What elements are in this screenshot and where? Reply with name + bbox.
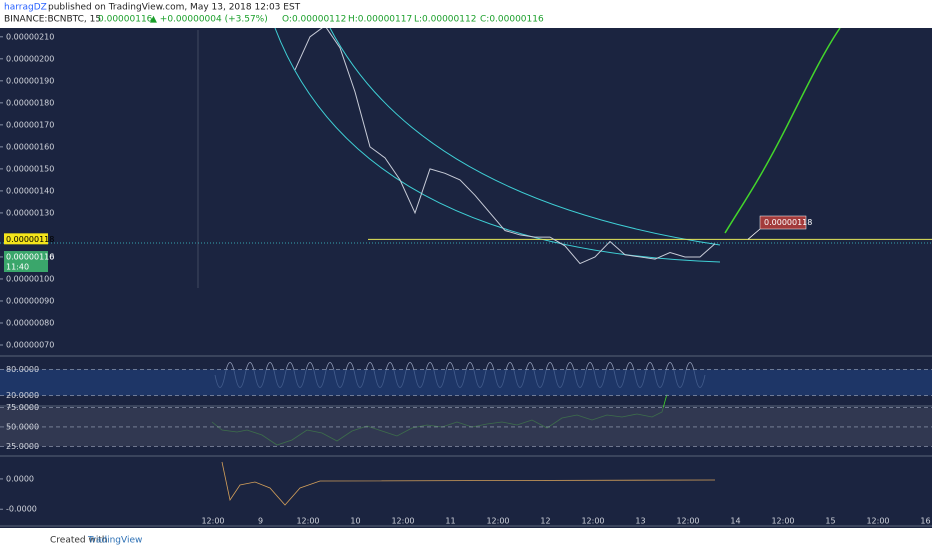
y-tick-label: 0.0000 [6,474,34,483]
y-tick-label: 50.0000 [6,422,39,431]
published: published on TradingView.com, May 13, 20… [48,3,301,13]
chart-bg [0,28,932,528]
x-tick-label: 13 [635,517,645,526]
price [294,28,716,265]
callout-leader [747,228,761,240]
change: ▲ +0.00000004 (+3.57%) [150,15,268,25]
y-tick-label: 0.00000090 [6,296,54,305]
x-tick-label: 16 [920,517,930,526]
level-tag [4,233,48,245]
x-tick-label: 15 [825,517,835,526]
x-tick-label: 14 [730,517,740,526]
y-tick-label: 25.0000 [6,442,39,451]
x-tick-label: 12:00 [581,517,604,526]
x-tick-label: 9 [258,517,263,526]
y-tick-label: 0.00000130 [6,208,54,217]
footer-brand[interactable]: TradingView [87,536,142,546]
y-tick-label: 0.00000150 [6,164,54,173]
y-tick-label: 0.00000180 [6,98,54,107]
author[interactable]: harragDZ [4,3,47,13]
y-tick-label: 80.0000 [6,365,39,374]
y-tick-label: 0.00000140 [6,186,54,195]
x-tick-label: 11 [445,517,455,526]
x-tick-label: 12:00 [676,517,699,526]
macd [221,461,716,506]
y-tick-label: 0.00000080 [6,318,54,327]
projection [724,28,841,234]
y-tick-label: 0.00000070 [6,340,54,349]
x-tick-label: 12:00 [866,517,889,526]
y-tick-label: 0.00000100 [6,274,54,283]
y-tick-label: 20.0000 [6,391,39,400]
y-tick-label: 0.00000210 [6,32,54,41]
level-tag-label: 0.00000118 [6,235,54,244]
ohlc: H:0.00000117 [348,15,412,25]
channel-upper [329,28,721,246]
x-tick-label: 12:00 [771,517,794,526]
x-tick-label: 12:00 [486,517,509,526]
header-bg [0,0,932,28]
x-tick-label: 12:00 [391,517,414,526]
y-tick-label: 0.00000190 [6,76,54,85]
ohlc: L:0.00000112 [414,15,476,25]
symbol: BINANCE:BCNBTC, 15 [4,15,101,25]
y-tick-label: -0.0000 [6,505,37,514]
y-tick-label: 0.00000200 [6,54,54,63]
footer-created: Created with [50,536,108,546]
last-tag-label: 0.00000116 [6,253,54,262]
ohlc: C:0.00000116 [480,15,544,25]
x-tick-label: 12:00 [201,517,224,526]
ohlc: O:0.00000112 [282,15,346,25]
x-tick-label: 10 [350,517,360,526]
last-tag [4,251,48,272]
y-tick-label: 75.0000 [6,403,39,412]
x-tick-label: 12:00 [296,517,319,526]
main-pane [0,28,932,265]
x-tick-label: 12 [540,517,550,526]
y-tick-label: 0.00000170 [6,120,54,129]
callout [759,215,807,230]
band [0,369,932,396]
last: 0.00000116 [98,15,153,25]
y-tick-label: 0.00000160 [6,142,54,151]
countdown: 11:40 [6,263,29,272]
callout-label: 0.00000118 [764,218,812,227]
